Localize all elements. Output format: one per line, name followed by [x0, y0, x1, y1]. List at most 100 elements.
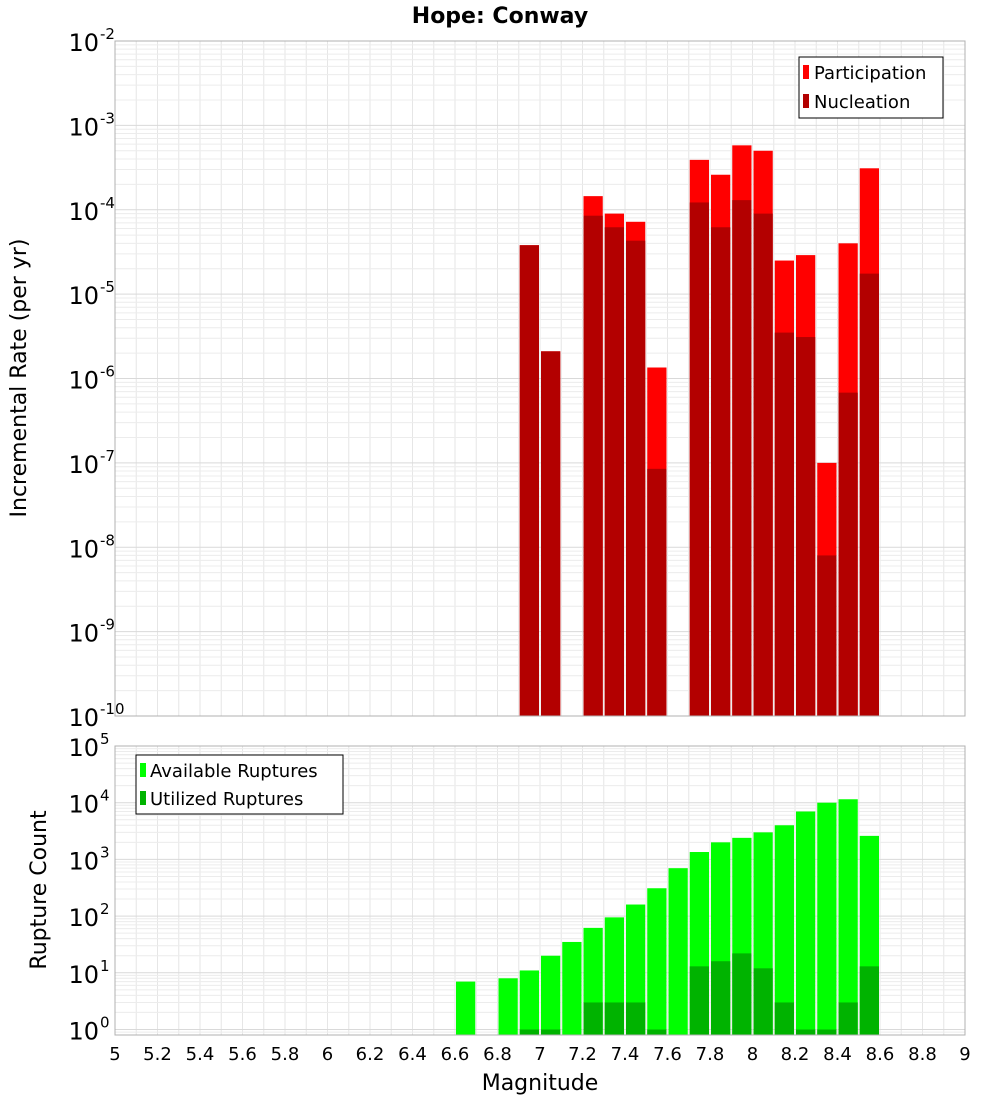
svg-text:-8: -8: [100, 531, 115, 549]
bottom-bar-utilized-ruptures: [711, 961, 731, 1035]
x-tick-label: 7.8: [696, 1044, 725, 1065]
svg-text:-4: -4: [100, 194, 115, 212]
x-tick-label: 6.2: [356, 1044, 385, 1065]
bottom-bar-utilized-ruptures: [774, 1002, 794, 1035]
svg-text:10: 10: [68, 282, 99, 310]
legend-label-utilized: Utilized Ruptures: [150, 789, 303, 810]
svg-text:10: 10: [68, 734, 99, 762]
bottom-y-tick-label: 10 2: [68, 900, 109, 932]
bottom-bar-available-ruptures: [668, 868, 688, 1035]
top-y-tick-label: 10 -7: [68, 447, 115, 479]
bottom-bar-utilized-ruptures: [541, 1029, 561, 1035]
svg-text:-5: -5: [100, 278, 115, 296]
x-tick-label: 8: [747, 1044, 758, 1065]
svg-text:2: 2: [100, 900, 110, 918]
top-y-tick-label: 10 -4: [68, 194, 115, 226]
top-bar-nucleation: [774, 332, 794, 716]
bottom-bar-available-ruptures: [541, 955, 561, 1035]
svg-text:3: 3: [100, 843, 110, 861]
x-tick-label: 8.2: [781, 1044, 810, 1065]
bottom-bar-available-ruptures: [838, 799, 858, 1035]
legend-swatch-available: [140, 763, 146, 777]
top-y-tick-label: 10 -2: [68, 25, 115, 57]
top-bar-nucleation: [626, 240, 646, 717]
top-bar-nucleation: [583, 215, 603, 717]
x-tick-label: 7: [534, 1044, 545, 1065]
bottom-bar-available-ruptures: [456, 981, 476, 1035]
bottom-y-tick-label: 10 5: [68, 730, 109, 762]
svg-text:10: 10: [68, 620, 99, 648]
svg-text:10: 10: [68, 451, 99, 479]
top-bar-nucleation: [817, 555, 837, 716]
x-tick-label: 6: [322, 1044, 333, 1065]
bottom-bar-available-ruptures: [562, 941, 582, 1035]
top-y-tick-label: 10 -9: [68, 616, 115, 648]
chart-title: Hope: Conway: [412, 4, 588, 29]
bottom-bar-utilized-ruptures: [753, 968, 773, 1035]
bottom-bars: [456, 799, 879, 1035]
bottom-y-tick-label: 10 0: [68, 1014, 109, 1046]
x-tick-label: 8.4: [823, 1044, 852, 1065]
bottom-bar-available-ruptures: [647, 888, 667, 1035]
svg-text:10: 10: [68, 847, 99, 875]
bottom-bar-available-ruptures: [626, 904, 646, 1035]
svg-text:10: 10: [68, 904, 99, 932]
x-tick-label: 6.8: [483, 1044, 512, 1065]
x-tick-label: 9: [959, 1044, 970, 1065]
x-tick-label: 6.6: [441, 1044, 470, 1065]
bottom-bar-utilized-ruptures: [796, 1029, 816, 1035]
top-y-axis-label: Incremental Rate (per yr): [7, 239, 32, 518]
bottom-bar-available-ruptures: [519, 970, 539, 1035]
bottom-bar-utilized-ruptures: [838, 1002, 858, 1035]
svg-text:10: 10: [68, 535, 99, 563]
top-bar-nucleation: [689, 202, 709, 717]
x-tick-label: 8.8: [908, 1044, 937, 1065]
legend-swatch-utilized: [140, 791, 146, 805]
svg-text:10: 10: [68, 113, 99, 141]
top-y-tick-label: 10 -6: [68, 363, 115, 395]
top-legend: Participation Nucleation: [798, 56, 944, 119]
bottom-bar-utilized-ruptures: [583, 1002, 603, 1035]
svg-text:10: 10: [68, 704, 99, 732]
bottom-bar-utilized-ruptures: [689, 966, 709, 1035]
top-bars: [519, 145, 879, 717]
bottom-y-tick-label: 10 4: [68, 787, 109, 819]
top-y-tick-label: 10 -10: [68, 700, 124, 732]
top-bar-nucleation: [647, 468, 667, 716]
svg-text:-6: -6: [100, 363, 115, 381]
top-bar-nucleation: [753, 213, 773, 717]
bottom-bar-utilized-ruptures: [604, 1002, 624, 1035]
bottom-bar-available-ruptures: [796, 811, 816, 1035]
top-bar-nucleation: [796, 337, 816, 716]
svg-text:-9: -9: [100, 616, 115, 634]
x-tick-label: 5.8: [271, 1044, 300, 1065]
top-bar-nucleation: [541, 351, 561, 716]
top-bar-nucleation: [604, 227, 624, 716]
legend-label-participation: Participation: [814, 63, 926, 84]
x-tick-label: 5: [109, 1044, 120, 1065]
svg-text:10: 10: [68, 198, 99, 226]
top-bar-nucleation: [859, 273, 879, 716]
legend-swatch-participation: [803, 65, 809, 79]
top-bar-nucleation: [519, 245, 539, 717]
x-tick-label: 5.4: [186, 1044, 215, 1065]
top-panel: 10-210-310-410-510-610-710-810-910-10 In…: [7, 25, 966, 732]
legend-swatch-nucleation: [803, 94, 809, 108]
bottom-bar-utilized-ruptures: [626, 1002, 646, 1035]
svg-text:-7: -7: [100, 447, 115, 465]
svg-text:10: 10: [68, 29, 99, 57]
top-y-tick-label: 10 -8: [68, 531, 115, 563]
svg-text:-10: -10: [100, 700, 125, 718]
x-tick-label: 7.4: [611, 1044, 640, 1065]
svg-text:1: 1: [100, 957, 110, 975]
svg-text:10: 10: [68, 367, 99, 395]
bottom-bar-available-ruptures: [498, 978, 518, 1035]
bottom-bar-utilized-ruptures: [817, 1029, 837, 1035]
bottom-y-tick-label: 10 1: [68, 957, 109, 989]
x-tick-label: 7.6: [653, 1044, 682, 1065]
top-y-tick-label: 10 -5: [68, 278, 115, 310]
x-tick-label: 5.6: [228, 1044, 257, 1065]
bottom-bar-utilized-ruptures: [519, 1029, 539, 1035]
